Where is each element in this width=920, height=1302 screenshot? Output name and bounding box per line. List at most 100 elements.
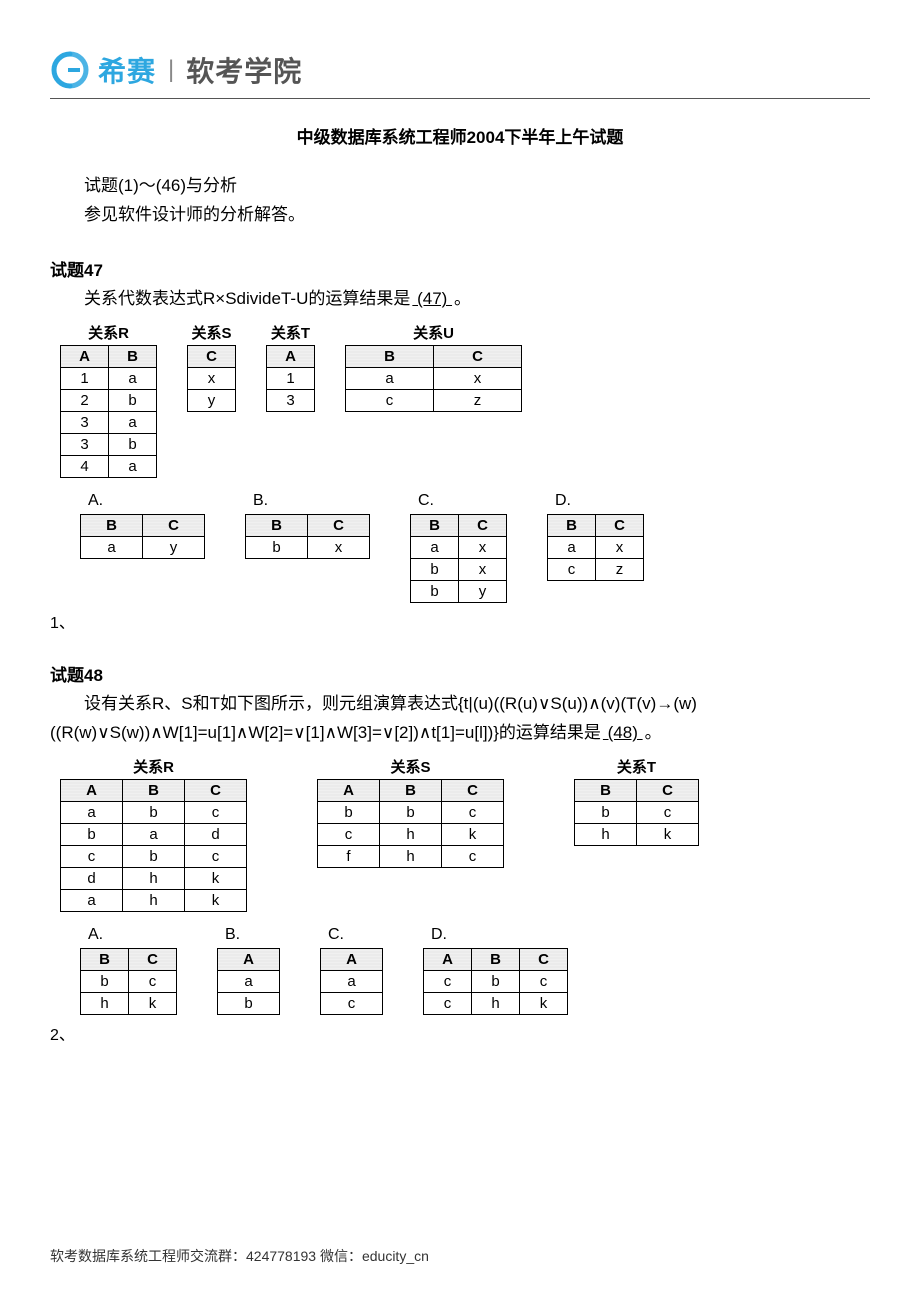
table-header-cell: B (575, 780, 637, 802)
table-row: a (321, 971, 383, 993)
table-cell: b (218, 993, 280, 1015)
q48-option-c-label: C. (320, 926, 344, 944)
q48-rel-r-caption: 关系R (133, 756, 174, 777)
table-cell: b (246, 537, 308, 559)
q48-option-b: B. Aab (217, 926, 280, 1015)
table-cell: c (424, 993, 472, 1015)
q47-option-b: B. BCbx (245, 492, 370, 559)
table-row: cbc (61, 846, 247, 868)
q47-option-d: D. BCaxcz (547, 492, 644, 581)
table-cell: c (548, 559, 596, 581)
table-row: 3b (61, 434, 157, 456)
table-cell: b (109, 434, 157, 456)
table-header-cell: A (61, 346, 109, 368)
q47-rel-r-table: AB1a2b3a3b4a (60, 345, 157, 478)
table-cell: x (459, 537, 507, 559)
table-header-cell: B (346, 346, 434, 368)
q48-option-c-table: Aac (320, 948, 383, 1015)
table-cell: c (637, 802, 699, 824)
q48-option-d-table: ABCcbcchk (423, 948, 568, 1015)
table-cell: a (346, 368, 434, 390)
q48-text-prefix: 设有关系R、S和T如下图所示，则元组演算表达式{t|(u)((R(u)∨S(u)… (50, 694, 697, 742)
q48-rel-t: 关系T BCbchk (574, 756, 699, 846)
table-cell: h (575, 824, 637, 846)
table-cell: c (185, 846, 247, 868)
table-header-cell: A (267, 346, 315, 368)
table-cell: c (129, 971, 177, 993)
intro-line-1: 试题(1)～(46)与分析 (50, 172, 870, 199)
table-cell: b (575, 802, 637, 824)
table-row: ahk (61, 890, 247, 912)
table-cell: h (123, 890, 185, 912)
table-row: 3a (61, 412, 157, 434)
table-header-cell: B (246, 515, 308, 537)
table-cell: b (123, 846, 185, 868)
table-row: by (411, 581, 507, 603)
brand-name: 希赛 (98, 50, 156, 90)
q48-rel-t-table: BCbchk (574, 779, 699, 846)
table-cell: x (308, 537, 370, 559)
q47-rel-t-table: A13 (266, 345, 315, 412)
q48-relations-row: 关系R ABCabcbadcbcdhkahk 关系S ABCbbcchkfhc … (60, 756, 870, 912)
table-header-cell: C (129, 949, 177, 971)
table-header-cell: A (424, 949, 472, 971)
q47-text: 关系代数表达式R×SdivideT-U的运算结果是 (47) 。 (50, 285, 870, 314)
table-cell: k (185, 868, 247, 890)
q48-rel-r-table: ABCabcbadcbcdhkahk (60, 779, 247, 912)
table-header-cell: B (109, 346, 157, 368)
table-cell: c (318, 824, 380, 846)
q47-rel-t: 关系T A13 (266, 322, 315, 412)
q47-rel-u-caption: 关系U (413, 322, 454, 343)
q47-option-c: C. BCaxbxby (410, 492, 507, 603)
table-cell: c (321, 993, 383, 1015)
table-cell: k (520, 993, 568, 1015)
table-cell: c (346, 390, 434, 412)
q48-rel-t-caption: 关系T (617, 756, 656, 777)
table-cell: c (442, 846, 504, 868)
table-row: ay (81, 537, 205, 559)
table-cell: y (459, 581, 507, 603)
table-cell: h (81, 993, 129, 1015)
table-cell: a (109, 368, 157, 390)
table-cell: 2 (61, 390, 109, 412)
table-cell: b (81, 971, 129, 993)
table-row: bc (81, 971, 177, 993)
table-cell: 1 (61, 368, 109, 390)
table-row: a (218, 971, 280, 993)
table-cell: x (434, 368, 522, 390)
q48-option-a-table: BCbchk (80, 948, 177, 1015)
q47-rel-r-caption: 关系R (88, 322, 129, 343)
table-header-cell: B (411, 515, 459, 537)
table-header-cell: C (188, 346, 236, 368)
table-header-cell: B (380, 780, 442, 802)
table-header-cell: C (434, 346, 522, 368)
table-cell: y (143, 537, 205, 559)
table-row: hk (81, 993, 177, 1015)
table-cell: b (61, 824, 123, 846)
table-row: x (188, 368, 236, 390)
table-header-cell: A (321, 949, 383, 971)
table-header-cell: C (459, 515, 507, 537)
q47-option-b-table: BCbx (245, 514, 370, 559)
table-cell: 3 (267, 390, 315, 412)
table-cell: a (218, 971, 280, 993)
table-cell: a (109, 412, 157, 434)
q47-rel-u: 关系U BCaxcz (345, 322, 522, 412)
table-row: bbc (318, 802, 504, 824)
q47-option-a-table: BCay (80, 514, 205, 559)
q48-option-d-label: D. (423, 926, 447, 944)
table-cell: a (321, 971, 383, 993)
table-cell: x (188, 368, 236, 390)
table-row: chk (318, 824, 504, 846)
table-cell: c (61, 846, 123, 868)
table-cell: x (596, 537, 644, 559)
table-header-cell: C (143, 515, 205, 537)
page-footer: 软考数据库系统工程师交流群：424778193 微信：educity_cn (50, 1246, 429, 1266)
q47-option-d-label: D. (547, 492, 571, 510)
table-row: 1a (61, 368, 157, 390)
q47-options-row: A. BCay B. BCbx C. BCaxbxby D. BCaxcz (80, 492, 870, 603)
table-cell: a (109, 456, 157, 478)
q48-rel-s-table: ABCbbcchkfhc (317, 779, 504, 868)
q47-rel-s: 关系S Cxy (187, 322, 236, 412)
q48-rel-s: 关系S ABCbbcchkfhc (317, 756, 504, 868)
